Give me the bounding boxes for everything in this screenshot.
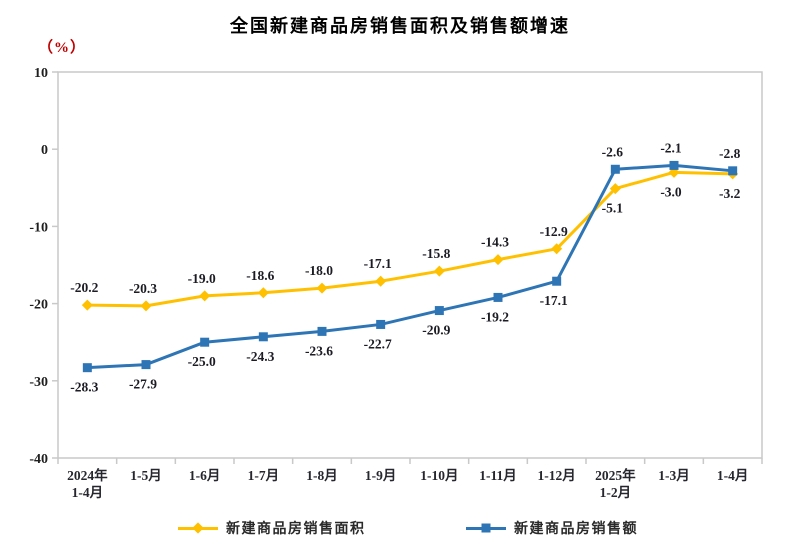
legend-label-sales-area: 新建商品房销售面积 [226, 522, 366, 537]
legend-line-swatch-sales-area [178, 522, 218, 534]
series-1-marker [82, 363, 92, 373]
data-label: -22.7 [364, 336, 392, 351]
series-1-marker [317, 326, 327, 336]
x-tick-label: 1-9月 [365, 468, 397, 483]
series-1-marker [669, 160, 679, 170]
x-tick-label: 1-6月 [189, 468, 221, 483]
series-1-marker [493, 292, 503, 302]
diamond-marker-icon [192, 522, 204, 534]
x-tick-label: 1-3月 [658, 468, 690, 483]
data-label: -20.3 [129, 281, 157, 296]
series-0-marker [551, 243, 563, 255]
series-0-marker [433, 265, 445, 277]
chart-title: 全国新建商品房销售面积及销售额增速 [230, 16, 570, 36]
series-0-marker [257, 287, 269, 299]
series-1-marker [728, 166, 738, 176]
data-label: -17.1 [540, 293, 568, 308]
series-1-marker [610, 164, 620, 174]
data-label: -23.6 [305, 343, 333, 358]
series-1-marker [552, 276, 562, 286]
series-1-marker [258, 332, 268, 342]
series-0-marker [375, 275, 387, 287]
data-label: -14.3 [481, 235, 509, 250]
data-label: -12.9 [540, 224, 568, 239]
plot-border [57, 71, 763, 459]
legend-label-sales-amount: 新建商品房销售额 [514, 522, 638, 537]
data-label: -5.1 [602, 201, 624, 216]
data-label: -17.1 [364, 256, 392, 271]
data-label: -20.9 [422, 323, 450, 338]
series-0-marker [81, 299, 93, 311]
data-label: -18.6 [246, 268, 274, 283]
y-tick-label: -40 [29, 452, 48, 467]
legend-item-sales-area: 新建商品房销售面积 [178, 514, 366, 542]
y-tick-label: -30 [29, 375, 48, 390]
x-tick-label: 1-5月 [130, 468, 162, 483]
x-tick-label: 2024年 1-4月 [67, 467, 108, 500]
series-0-marker [199, 290, 211, 302]
y-tick-label: 10 [34, 66, 48, 81]
series-0-marker [492, 254, 504, 266]
y-tick-label: -20 [29, 298, 48, 313]
y-axis-unit-label: （%） [38, 40, 87, 56]
data-label: -27.9 [129, 377, 157, 392]
data-label: -2.1 [660, 140, 682, 155]
series-0-marker [609, 183, 621, 195]
data-label: -19.2 [481, 309, 509, 324]
data-label: -3.0 [660, 184, 682, 199]
series-0-marker [140, 300, 152, 312]
data-label: -24.3 [246, 349, 274, 364]
y-tick-label: -10 [29, 220, 48, 235]
series-1-marker [376, 319, 386, 329]
data-label: -18.0 [305, 263, 333, 278]
data-label: -28.3 [70, 380, 98, 395]
series-line-1 [85, 163, 735, 370]
x-tick-label: 1-12月 [538, 468, 576, 483]
x-tick-label: 1-4月 [717, 468, 749, 483]
data-label: -3.2 [719, 186, 741, 201]
data-label: -2.8 [719, 146, 741, 161]
y-tick-label: 0 [41, 143, 48, 158]
data-label: -15.8 [422, 246, 450, 261]
data-label: -20.2 [70, 280, 98, 295]
x-tick-label: 1-10月 [420, 468, 458, 483]
legend-item-sales-amount: 新建商品房销售额 [466, 514, 638, 542]
data-label: -19.0 [188, 271, 216, 286]
x-tick-label: 1-11月 [479, 468, 517, 483]
x-tick-label: 1-7月 [248, 468, 280, 483]
series-1-marker [200, 337, 210, 347]
legend-line-swatch-sales-amount [466, 523, 506, 533]
data-label: -25.0 [188, 354, 216, 369]
series-0-marker [316, 282, 328, 294]
x-tick-label: 2025年 1-2月 [595, 467, 636, 500]
series-1-marker [434, 306, 444, 316]
legend: 新建商品房销售面积 新建商品房销售额 [0, 514, 800, 542]
x-tick-label: 1-8月 [306, 468, 338, 483]
series-line-0 [85, 170, 735, 308]
series-1-marker [141, 360, 151, 370]
square-marker-icon [481, 523, 491, 533]
data-label: -2.6 [602, 144, 624, 159]
